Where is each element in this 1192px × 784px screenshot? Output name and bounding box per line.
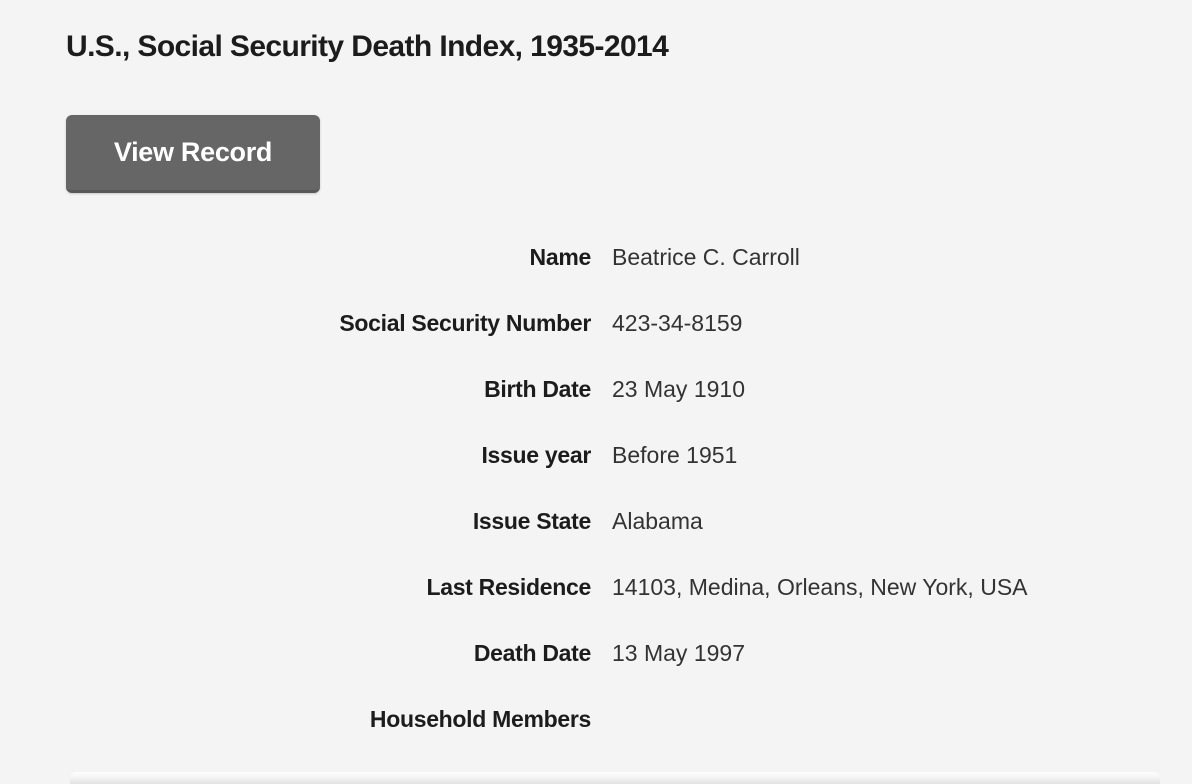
next-section-card-edge	[70, 772, 1160, 784]
record-field-row-household-members: Household Members	[66, 686, 1152, 752]
field-label: Household Members	[369, 705, 591, 732]
page-title: U.S., Social Security Death Index, 1935-…	[66, 30, 669, 63]
field-label: Issue year	[481, 441, 591, 468]
field-label: Name	[529, 243, 592, 270]
record-field-row-ssn: Social Security Number 423-34-8159	[66, 290, 1152, 356]
field-value: 423-34-8159	[612, 309, 743, 336]
field-value: Before 1951	[612, 441, 738, 468]
field-value: Alabama	[612, 507, 703, 534]
field-value: 14103, Medina, Orleans, New York, USA	[612, 573, 1028, 600]
view-record-button[interactable]: View Record	[66, 115, 320, 193]
record-field-row-birth-date: Birth Date 23 May 1910	[66, 356, 1152, 422]
field-label: Last Residence	[426, 573, 591, 600]
field-label: Birth Date	[484, 375, 591, 402]
field-value: 13 May 1997	[612, 639, 745, 666]
record-detail-table: Name Beatrice C. Carroll Social Security…	[66, 224, 1152, 752]
record-field-row-issue-state: Issue State Alabama	[66, 488, 1152, 554]
field-label: Social Security Number	[339, 309, 591, 336]
record-field-row-last-residence: Last Residence 14103, Medina, Orleans, N…	[66, 554, 1152, 620]
field-value: 23 May 1910	[612, 375, 745, 402]
field-value: Beatrice C. Carroll	[612, 243, 800, 270]
record-field-row-issue-year: Issue year Before 1951	[66, 422, 1152, 488]
record-field-row-death-date: Death Date 13 May 1997	[66, 620, 1152, 686]
record-field-row-name: Name Beatrice C. Carroll	[66, 224, 1152, 290]
field-label: Death Date	[473, 639, 591, 666]
field-label: Issue State	[472, 507, 591, 534]
